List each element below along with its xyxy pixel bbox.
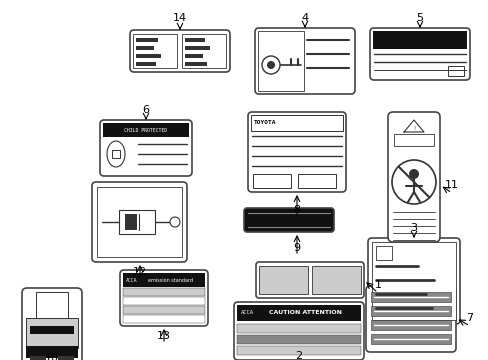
Bar xyxy=(375,246,391,260)
FancyBboxPatch shape xyxy=(365,286,455,352)
Bar xyxy=(237,346,360,355)
Bar xyxy=(123,315,204,323)
Bar xyxy=(184,38,204,42)
Text: 8: 8 xyxy=(293,205,300,215)
Text: emission standard: emission standard xyxy=(148,278,193,283)
Bar xyxy=(30,326,74,334)
Text: 3: 3 xyxy=(409,223,417,233)
FancyBboxPatch shape xyxy=(254,28,354,94)
FancyBboxPatch shape xyxy=(234,302,363,360)
Bar xyxy=(237,324,360,333)
Circle shape xyxy=(170,217,180,227)
Bar xyxy=(370,320,450,330)
Circle shape xyxy=(262,56,280,74)
Bar xyxy=(123,273,204,287)
Bar xyxy=(258,31,304,91)
FancyBboxPatch shape xyxy=(256,262,363,298)
FancyBboxPatch shape xyxy=(130,30,229,72)
FancyBboxPatch shape xyxy=(387,112,439,242)
Bar xyxy=(252,174,290,188)
Bar xyxy=(182,34,225,68)
Text: CHILD PROTECTED: CHILD PROTECTED xyxy=(124,127,167,132)
Text: TOYOTA: TOYOTA xyxy=(253,121,276,126)
Bar xyxy=(184,46,209,50)
Bar xyxy=(136,54,161,58)
Bar xyxy=(259,266,307,294)
Bar xyxy=(237,335,360,344)
Bar xyxy=(250,115,342,131)
Bar xyxy=(184,62,206,66)
Circle shape xyxy=(266,61,274,69)
Bar xyxy=(237,305,360,321)
Bar xyxy=(297,174,335,188)
Bar xyxy=(123,288,204,296)
Circle shape xyxy=(391,160,435,204)
Text: 1: 1 xyxy=(374,280,381,290)
Text: 10: 10 xyxy=(45,353,59,360)
Text: 11: 11 xyxy=(444,180,458,190)
Bar xyxy=(26,346,78,358)
Bar xyxy=(26,318,78,348)
Text: 5: 5 xyxy=(416,13,423,23)
Bar xyxy=(30,356,46,360)
Text: 14: 14 xyxy=(173,13,187,23)
Bar xyxy=(123,297,204,305)
FancyBboxPatch shape xyxy=(92,182,186,262)
Bar xyxy=(311,266,360,294)
Bar xyxy=(112,150,120,158)
Bar xyxy=(184,54,203,58)
Bar xyxy=(371,242,455,320)
Text: 7: 7 xyxy=(466,313,472,323)
Bar xyxy=(123,306,204,314)
Text: 12: 12 xyxy=(133,267,147,277)
FancyBboxPatch shape xyxy=(244,208,333,232)
Bar xyxy=(393,134,433,146)
Bar xyxy=(370,306,450,316)
Text: ACCA: ACCA xyxy=(126,278,137,283)
FancyBboxPatch shape xyxy=(22,288,82,360)
Circle shape xyxy=(408,169,418,179)
FancyBboxPatch shape xyxy=(120,270,207,326)
Text: CAUTION ATTENTION: CAUTION ATTENTION xyxy=(268,310,341,315)
Bar xyxy=(103,123,189,137)
Bar xyxy=(125,214,137,230)
Bar xyxy=(133,34,177,68)
Text: ACCA: ACCA xyxy=(241,310,253,315)
Bar xyxy=(97,187,182,257)
Bar xyxy=(136,46,154,50)
Text: 4: 4 xyxy=(301,13,308,23)
Bar xyxy=(136,62,156,66)
Ellipse shape xyxy=(107,141,125,167)
Bar xyxy=(58,356,74,360)
FancyBboxPatch shape xyxy=(100,120,192,176)
Text: 6: 6 xyxy=(142,105,149,115)
Text: !: ! xyxy=(412,126,414,130)
Bar xyxy=(119,210,155,234)
Bar xyxy=(370,292,450,302)
FancyBboxPatch shape xyxy=(247,112,346,192)
Bar xyxy=(136,38,158,42)
FancyBboxPatch shape xyxy=(367,238,459,324)
Bar xyxy=(36,292,68,320)
Text: 2: 2 xyxy=(295,351,302,360)
Bar xyxy=(370,334,450,344)
Text: 9: 9 xyxy=(293,243,300,253)
Bar xyxy=(447,66,463,76)
Text: 13: 13 xyxy=(157,331,171,341)
FancyBboxPatch shape xyxy=(369,28,469,80)
Bar xyxy=(372,31,466,49)
